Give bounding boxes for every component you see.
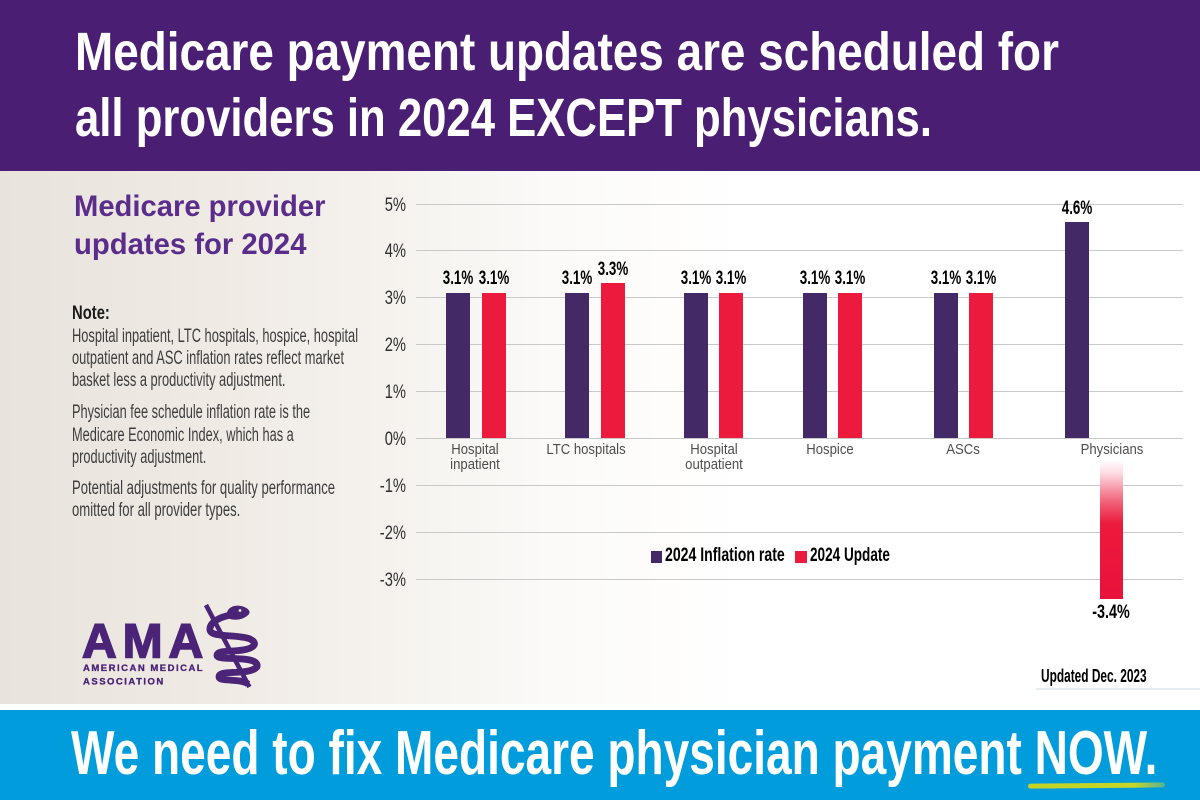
svg-text:AMA: AMA — [82, 616, 209, 669]
svg-text:ASSOCIATION: ASSOCIATION — [83, 677, 165, 688]
svg-text:AMERICAN MEDICAL: AMERICAN MEDICAL — [83, 663, 204, 674]
